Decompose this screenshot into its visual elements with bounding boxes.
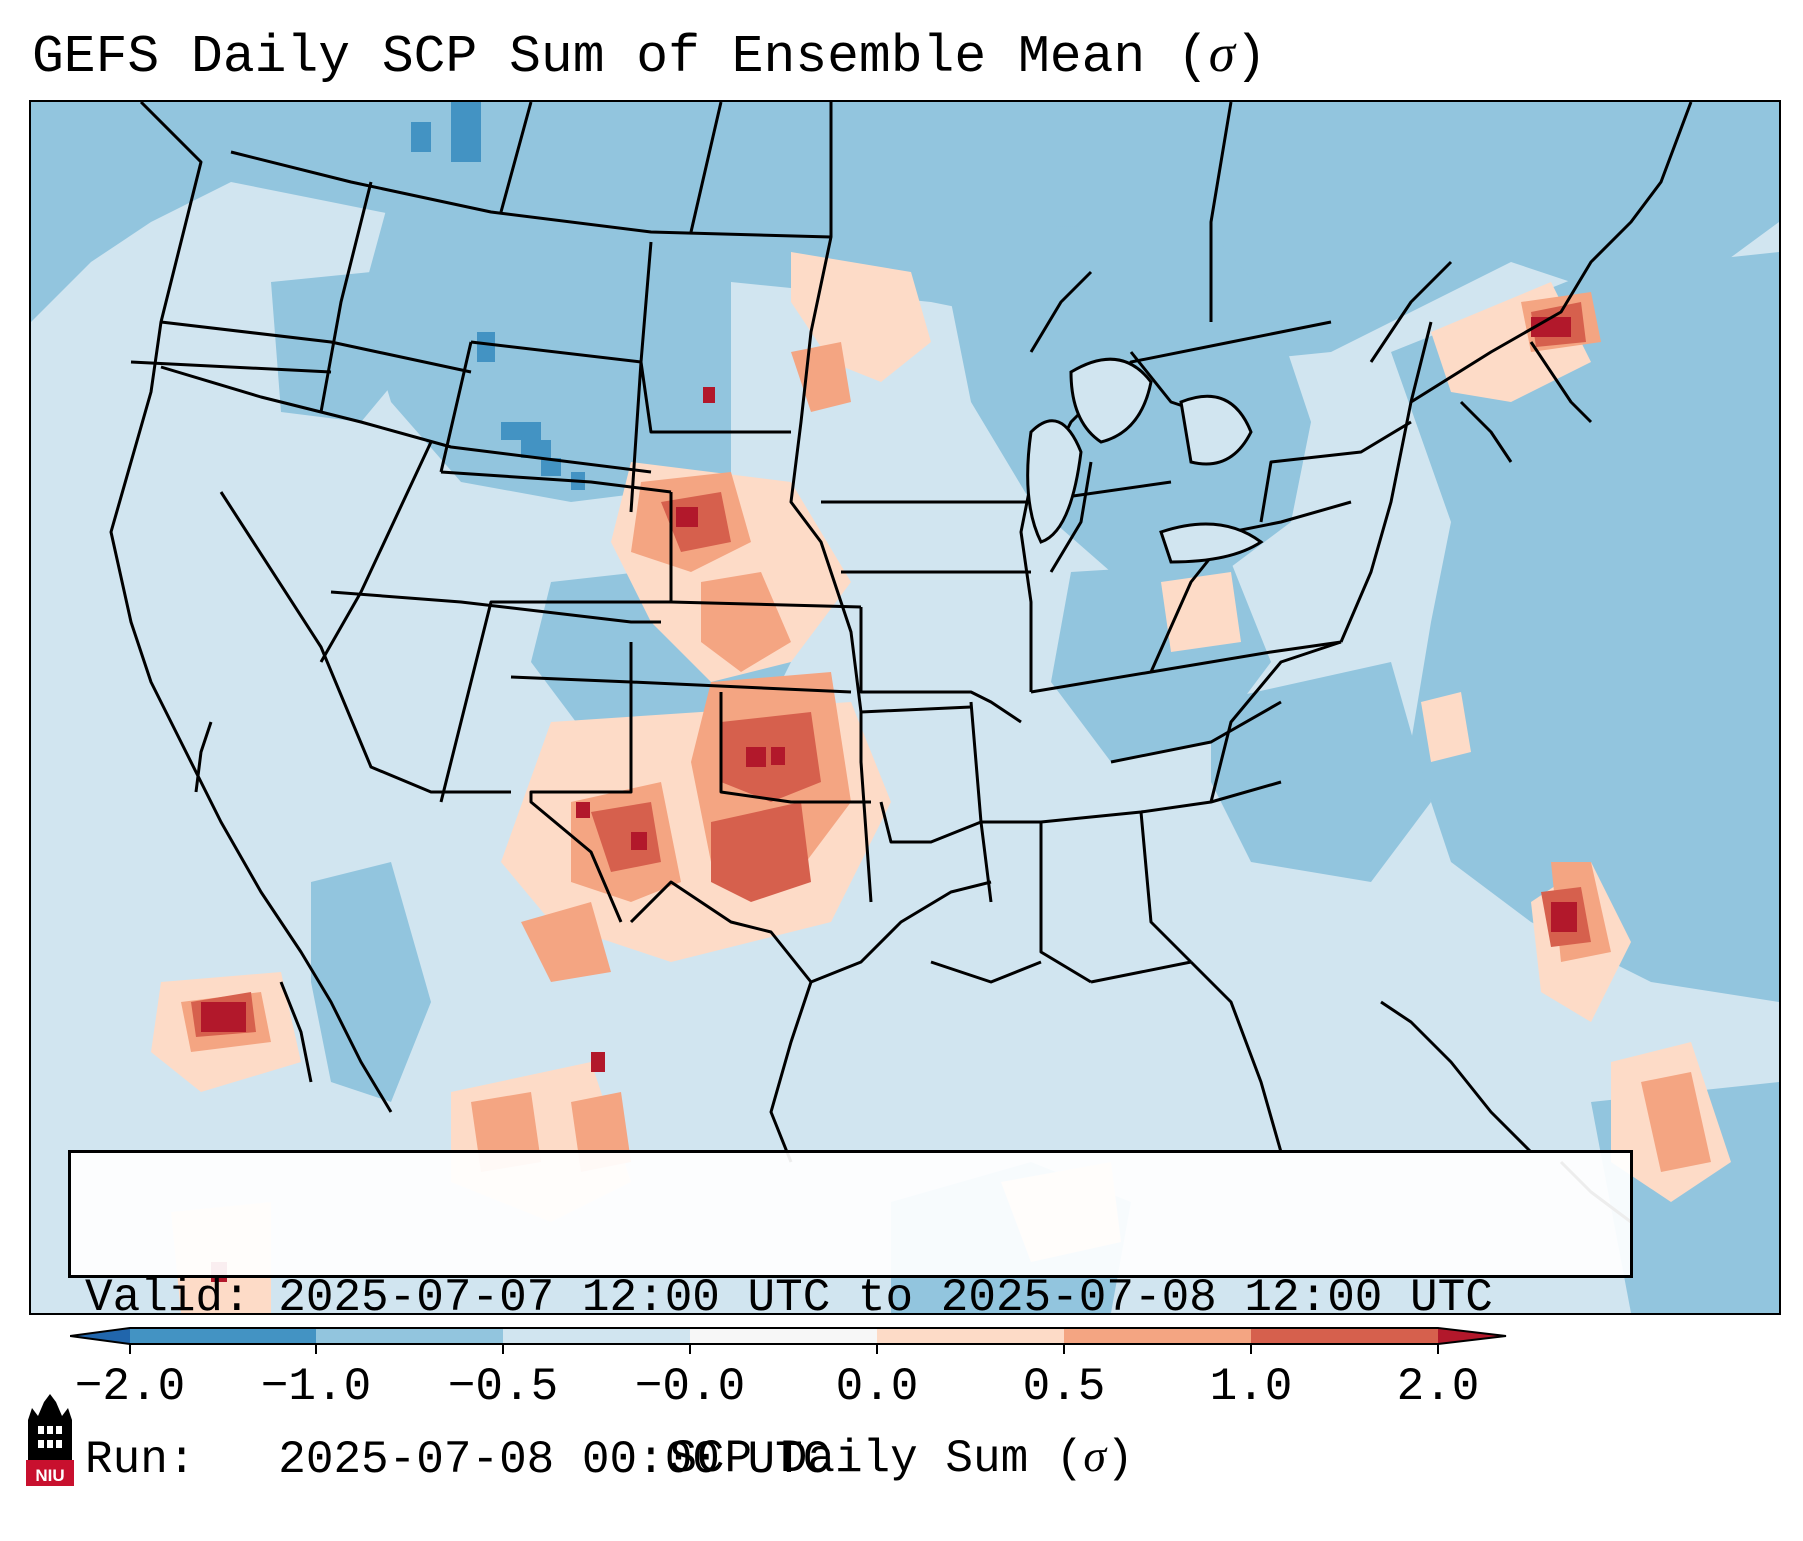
colorbar-segment — [690, 1328, 877, 1344]
colorbar — [70, 1327, 1507, 1354]
chart-title-text: GEFS Daily SCP Sum of Ensemble Mean ( — [32, 27, 1209, 87]
colorbar-tick-label: −1.0 — [260, 1361, 372, 1413]
colorbar-tick-label: −0.0 — [634, 1361, 746, 1413]
colorbar-tick-label: −2.0 — [74, 1361, 186, 1413]
great-lakes — [1026, 357, 1264, 564]
niu-logo: NIU — [26, 1394, 74, 1486]
colorbar-segment — [316, 1328, 503, 1344]
logo-text: NIU — [35, 1466, 64, 1485]
valid-time-text: Valid: 2025-07-07 12:00 UTC to 2025-07-0… — [85, 1272, 1493, 1324]
colorbar-tick-label: 0.0 — [835, 1361, 919, 1413]
tower-windows — [38, 1426, 62, 1448]
chart-title: GEFS Daily SCP Sum of Ensemble Mean (σ) — [32, 22, 1267, 89]
colorbar-tick-label: 1.0 — [1209, 1361, 1293, 1413]
colorbar-segment — [877, 1328, 1064, 1344]
colorbar-segment — [1064, 1328, 1251, 1344]
colorbar-segment — [503, 1328, 690, 1344]
colorbar-label-close: ) — [1106, 1433, 1134, 1485]
colorbar-extend-high — [1438, 1328, 1506, 1344]
colorbar-sigma-symbol: σ — [1083, 1430, 1107, 1481]
colorbar-tick-label: 0.5 — [1022, 1361, 1106, 1413]
state-boundaries — [109, 102, 1693, 1224]
colorbar-segment — [1251, 1328, 1438, 1344]
colorbar-tick-label: −0.5 — [447, 1361, 559, 1413]
title-sigma-symbol: σ — [1208, 25, 1235, 83]
colorbar-extend-low — [70, 1328, 130, 1344]
scp-map — [31, 102, 1779, 1313]
colorbar-segment — [130, 1328, 316, 1344]
validity-info-box: Valid: 2025-07-07 12:00 UTC to 2025-07-0… — [68, 1150, 1633, 1486]
colorbar-label-text: SCP Daily Sum ( — [669, 1433, 1084, 1485]
colorbar-tick-marks — [129, 1344, 1439, 1354]
colorbar-label: SCP Daily Sum (σ) — [0, 1428, 1803, 1487]
map-panel — [29, 100, 1781, 1315]
strong-negative-cells — [411, 102, 585, 490]
colorbar-tick-label: 2.0 — [1396, 1361, 1480, 1413]
run-time-text: Run: 2025-07-08 00:00 UTC — [85, 1434, 831, 1486]
chart-title-close: ) — [1234, 27, 1267, 87]
logo-band — [26, 1460, 74, 1486]
